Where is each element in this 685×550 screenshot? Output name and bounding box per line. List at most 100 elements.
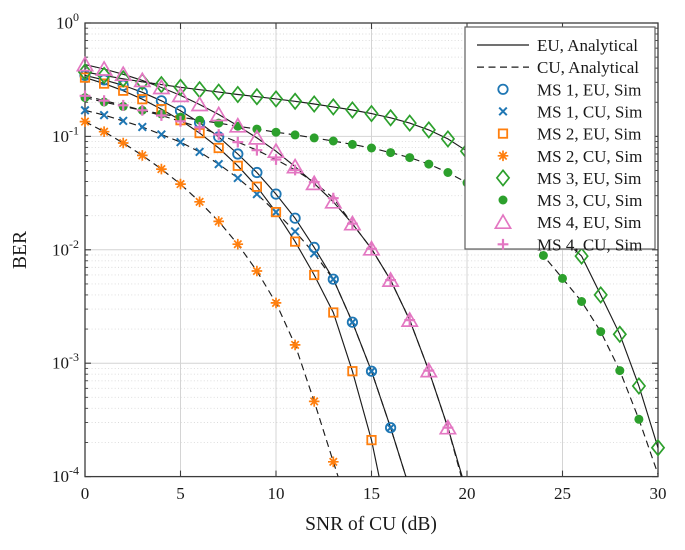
y-tick-label: 10-4: [52, 464, 79, 487]
ms3-cu-marker: [405, 153, 415, 163]
triangle-marker-sample: [493, 213, 513, 230]
ms1-cu-marker: [156, 129, 166, 140]
ms2-cu-marker: [79, 116, 91, 127]
ms4-cu-marker: [308, 176, 320, 188]
ms4-cu-marker: [366, 243, 377, 255]
circle_filled-marker-shape: [386, 148, 396, 158]
plus-marker-shape: [79, 90, 91, 102]
ms1-eu-marker: [251, 166, 263, 179]
ms4-eu-marker: [95, 60, 114, 76]
sim-markers-ms2-cu: [79, 116, 339, 468]
diamond-marker-sample: [495, 168, 511, 187]
circle-marker-shape: [289, 212, 301, 224]
ms3-eu-marker: [440, 129, 456, 148]
circle_filled-marker-shape: [558, 273, 567, 283]
legend: EU, Analytical CU, Analytical MS 1, EU, Si…: [464, 26, 656, 254]
ms2-eu-marker: [79, 72, 91, 83]
ms4-cu-marker: [213, 129, 225, 140]
triangle-marker-shape: [247, 129, 266, 145]
x-marker-shape: [498, 106, 508, 116]
triangle-marker-shape: [133, 71, 152, 88]
legend-label: MS 4, CU, Sim: [537, 235, 642, 254]
ms4-cu-marker: [327, 192, 339, 204]
ms3-eu-marker: [268, 89, 284, 108]
ms1-eu-marker: [136, 86, 148, 98]
ms4-eu-marker: [324, 193, 343, 209]
ms2-cu-marker: [156, 163, 167, 175]
legend-label: CU, Analytical: [537, 58, 639, 77]
ms3-cu-marker: [596, 327, 606, 337]
square-marker-shape: [290, 236, 301, 247]
plus-marker-shape: [404, 314, 416, 326]
square-marker-shape: [137, 94, 148, 105]
ms1-cu-marker: [347, 317, 357, 327]
square-marker-shape: [232, 160, 243, 171]
ms1-cu-marker: [386, 423, 396, 433]
plus-marker-shape: [289, 164, 301, 176]
ms3-eu-marker: [402, 114, 417, 133]
circle_filled-marker-shape: [309, 133, 319, 143]
ms1-cu-marker: [99, 110, 109, 120]
ms4-cu-marker: [175, 115, 186, 127]
square-marker-shape: [79, 72, 91, 83]
x-tick-label: 15: [363, 484, 380, 503]
x-tick-label: 20: [459, 484, 476, 503]
asterisk-marker-shape: [213, 216, 224, 227]
sim-markers: [75, 55, 666, 468]
diamond-marker-shape: [402, 114, 417, 133]
ms1-cu-marker: [309, 248, 319, 258]
ms3-cu-marker: [347, 139, 357, 149]
ms4-cu-marker: [194, 122, 206, 133]
ms4-cu-marker: [98, 95, 110, 106]
ms2-cu-marker: [308, 396, 320, 407]
x-marker-shape: [175, 137, 186, 147]
analytical-line-ms1-cu: [84, 109, 407, 477]
triangle-marker-shape: [209, 105, 228, 122]
ms1-eu-marker: [385, 422, 397, 434]
plus-marker-shape: [194, 122, 206, 133]
ms1-cu-marker: [233, 173, 243, 183]
triangle-marker-shape: [114, 65, 133, 82]
legend-label: MS 1, CU, Sim: [537, 102, 642, 121]
plus-marker-shape: [497, 238, 509, 250]
triangle-marker-shape: [190, 95, 209, 112]
diamond-marker-shape: [326, 97, 341, 116]
diamond-marker-shape: [77, 63, 93, 81]
analytical-line-ms2-cu: [84, 121, 339, 477]
x-tick-label: 5: [176, 484, 185, 503]
tick-labels: 0 5 10 15 20 25 30 100 10-1 10-2 10-3 10-4: [52, 10, 667, 503]
plus-marker-shape: [442, 422, 454, 434]
square-marker-shape: [497, 128, 509, 139]
ms3-eu-marker: [96, 66, 112, 85]
ms2-eu-marker: [213, 142, 224, 154]
ms3-eu-marker: [230, 85, 245, 104]
circle_filled-marker-shape: [424, 159, 434, 169]
triangle-marker-shape: [75, 55, 95, 72]
ms2-cu-marker: [137, 150, 148, 161]
legend-box: [464, 26, 656, 250]
ms3-eu-marker: [116, 69, 131, 88]
x-marker-shape: [309, 248, 319, 258]
ms2-cu-marker: [175, 178, 186, 190]
ms2-cu-marker: [194, 196, 205, 208]
x-tick-label: 0: [81, 484, 90, 503]
legend-label: MS 1, EU, Sim: [537, 80, 641, 99]
x-marker-shape: [80, 105, 90, 115]
circle-marker-shape: [136, 86, 148, 98]
ms4-eu-marker: [152, 78, 171, 95]
ms1-eu-marker: [232, 148, 244, 160]
ms4-cu-marker: [117, 99, 129, 111]
ms3-eu-marker: [173, 78, 188, 97]
x-marker-shape: [195, 147, 205, 157]
ms4-cu-marker: [289, 164, 301, 176]
square-marker-shape: [309, 269, 320, 281]
asterisk-marker-shape: [289, 339, 301, 351]
y-tick-label: 10-1: [52, 123, 79, 146]
circle_filled-marker-shape: [577, 297, 587, 306]
circle-marker-shape: [346, 316, 358, 328]
ms1-eu-marker: [270, 188, 282, 200]
triangle-marker-shape: [493, 213, 513, 230]
ms3-cu-marker: [309, 133, 319, 143]
analytical-line-ms2-eu: [84, 77, 380, 477]
ms2-eu-marker: [347, 366, 358, 377]
